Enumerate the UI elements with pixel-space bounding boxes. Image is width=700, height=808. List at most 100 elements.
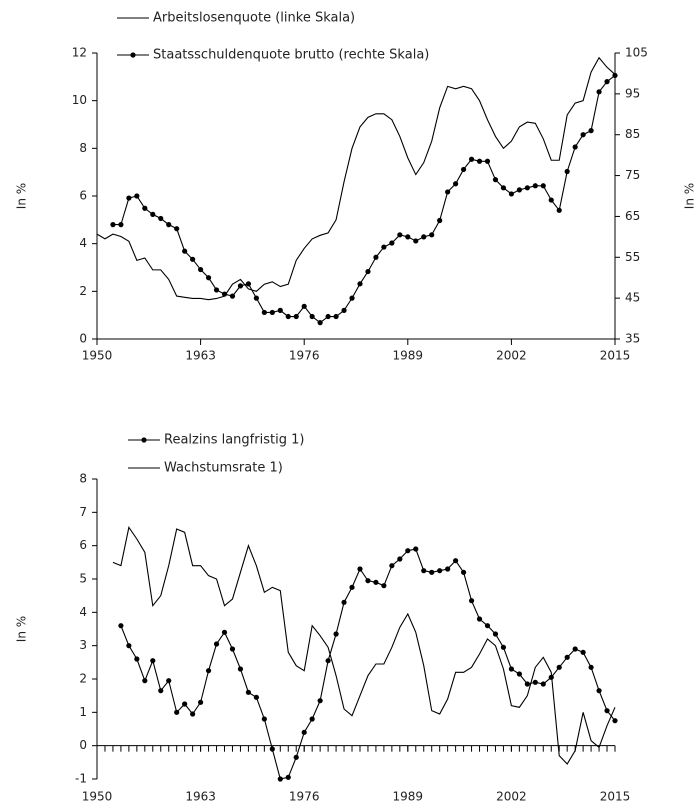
series-marker xyxy=(229,293,236,299)
series-marker xyxy=(333,631,339,637)
series-marker xyxy=(237,666,244,672)
series-marker xyxy=(460,166,467,173)
series-marker xyxy=(596,89,602,95)
y-tick-label: 8 xyxy=(79,472,87,486)
x-tick-label: 2002 xyxy=(496,790,527,804)
y-tick-label: 5 xyxy=(79,572,87,586)
legend-label: Realzins langfristig 1) xyxy=(164,433,304,448)
legend-label: Wachstumsrate 1) xyxy=(164,461,283,476)
series-marker xyxy=(174,226,180,232)
series-marker xyxy=(524,185,530,191)
legend-marker xyxy=(130,52,136,58)
series-marker xyxy=(500,185,507,191)
series-marker xyxy=(205,275,212,281)
series-marker xyxy=(349,295,355,301)
series-marker xyxy=(293,313,299,320)
y-tick-label: 4 xyxy=(79,605,87,619)
y-tick-label: 0 xyxy=(79,332,87,346)
legend-label: Arbeitslosenquote (linke Skala) xyxy=(153,11,355,26)
y-tick-label: 7 xyxy=(79,505,87,519)
series-marker xyxy=(508,666,514,672)
series-marker xyxy=(134,656,140,662)
series-marker xyxy=(484,623,491,629)
x-tick-label: 1963 xyxy=(185,349,216,363)
series-marker xyxy=(134,193,140,199)
series-marker xyxy=(612,72,618,79)
series-marker xyxy=(309,313,315,320)
series-line xyxy=(96,56,616,301)
series-marker xyxy=(405,548,411,554)
series-marker xyxy=(237,283,244,289)
series-marker xyxy=(269,746,275,752)
series-marker xyxy=(158,688,164,694)
series-marker xyxy=(572,646,578,652)
series-marker xyxy=(564,654,570,660)
series-marker xyxy=(532,679,538,685)
series-marker xyxy=(285,774,291,780)
series-marker xyxy=(293,754,299,760)
y-tick-label: 4 xyxy=(79,236,87,250)
series-marker xyxy=(277,307,283,313)
series-marker xyxy=(142,205,148,211)
y-axis-label: In % xyxy=(15,183,29,209)
series-marker xyxy=(373,254,379,260)
series-marker xyxy=(453,181,459,187)
y2-tick-label: 105 xyxy=(625,46,648,60)
series-marker xyxy=(126,195,132,201)
series-marker xyxy=(349,584,355,590)
series-marker xyxy=(500,644,507,650)
series-marker xyxy=(381,583,387,589)
series-marker xyxy=(540,681,546,687)
series-marker xyxy=(166,678,172,684)
series-marker xyxy=(492,177,499,183)
y-tick-label: 12 xyxy=(72,46,87,60)
series-marker xyxy=(413,238,419,244)
series-marker xyxy=(190,711,196,717)
series-marker xyxy=(325,313,331,320)
series-marker xyxy=(245,689,252,695)
y-tick-label: 2 xyxy=(79,672,87,686)
series-marker xyxy=(556,664,562,670)
series-marker xyxy=(516,187,522,193)
series-marker xyxy=(532,183,538,189)
x-tick-label: 2002 xyxy=(496,349,527,363)
series-marker xyxy=(421,234,427,240)
series-marker xyxy=(118,222,124,228)
series-marker xyxy=(508,191,514,197)
series-marker xyxy=(405,234,411,240)
series-marker xyxy=(357,281,363,287)
series-marker xyxy=(198,699,204,705)
series-marker xyxy=(389,563,395,569)
series-marker xyxy=(437,217,443,224)
series-marker xyxy=(245,281,252,287)
series-marker xyxy=(317,320,323,326)
series-marker xyxy=(445,566,451,572)
series-marker xyxy=(468,156,475,162)
y2-tick-label: 45 xyxy=(625,291,640,305)
series-marker xyxy=(150,658,156,664)
series-marker xyxy=(253,295,259,301)
series-marker xyxy=(460,569,467,575)
series-marker xyxy=(341,599,347,605)
x-tick-label: 2015 xyxy=(600,349,631,363)
series-marker xyxy=(572,144,578,150)
series-marker xyxy=(516,671,522,677)
series-marker xyxy=(556,207,562,213)
series-marker xyxy=(277,776,283,782)
series-marker xyxy=(221,629,228,635)
series-marker xyxy=(198,266,204,273)
series-marker xyxy=(142,678,148,684)
y-tick-label: -1 xyxy=(75,772,87,786)
series-line xyxy=(120,548,616,780)
y-tick-label: 3 xyxy=(79,638,87,652)
series-marker xyxy=(389,240,395,246)
y-tick-label: 6 xyxy=(79,189,87,203)
x-tick-label: 1976 xyxy=(289,349,320,363)
series-marker xyxy=(612,718,618,724)
series-marker xyxy=(213,287,220,293)
series-marker xyxy=(365,578,371,584)
series-marker xyxy=(397,232,403,238)
series-line xyxy=(112,75,616,324)
x-tick-label: 1989 xyxy=(393,349,424,363)
series-marker xyxy=(301,303,307,309)
